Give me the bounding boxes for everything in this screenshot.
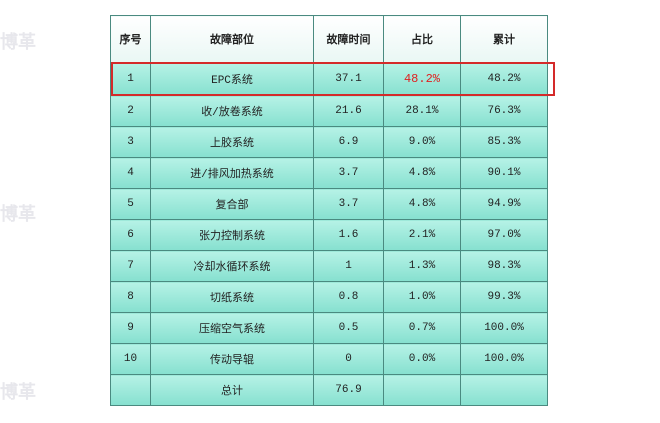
cell: 100.0%: [460, 343, 548, 375]
cell: 3: [110, 126, 151, 158]
row: 9 压缩空气系统 0.5 0.7% 100.0%: [110, 312, 548, 344]
cell: 9.0%: [383, 126, 461, 158]
cell: 0.5: [313, 312, 384, 344]
watermark: 博革: [0, 382, 36, 403]
cell: 3.7: [313, 157, 384, 189]
cell: 0.0%: [383, 343, 461, 375]
row: 8 切纸系统 0.8 1.0% 99.3%: [110, 281, 548, 313]
cell: 压缩空气系统: [150, 312, 314, 344]
cell: [110, 374, 151, 406]
cell: 张力控制系统: [150, 219, 314, 251]
cell: 4.8%: [383, 157, 461, 189]
header-cell: 累计: [460, 15, 548, 63]
cell: [460, 374, 548, 406]
header-cell: 占比: [383, 15, 461, 63]
header-cell: 序号: [110, 15, 151, 63]
highlight-box: [111, 62, 555, 96]
cell: 6.9: [313, 126, 384, 158]
cell: 9: [110, 312, 151, 344]
cell: 10: [110, 343, 151, 375]
cell: 28.1%: [383, 95, 461, 127]
watermark: 博革: [0, 204, 36, 225]
cell: 0: [313, 343, 384, 375]
cell: 37.1: [313, 62, 384, 96]
cell: 8: [110, 281, 151, 313]
row: 2 收/放卷系统 21.6 28.1% 76.3%: [110, 95, 548, 127]
total-label: 总计: [150, 374, 314, 406]
cell: 97.0%: [460, 219, 548, 251]
cell: 2: [110, 95, 151, 127]
header-row: 序号 故障部位 故障时间 占比 累计: [110, 15, 548, 63]
row: 3 上胶系统 6.9 9.0% 85.3%: [110, 126, 548, 158]
row: 10 传动导辊 0 0.0% 100.0%: [110, 343, 548, 375]
cell: 4: [110, 157, 151, 189]
cell: 21.6: [313, 95, 384, 127]
header-cell: 故障时间: [313, 15, 384, 63]
cell: 99.3%: [460, 281, 548, 313]
cell: [383, 374, 461, 406]
cell: 1.3%: [383, 250, 461, 282]
cell: 85.3%: [460, 126, 548, 158]
cell: 4.8%: [383, 188, 461, 220]
cell: 5: [110, 188, 151, 220]
row: 1 EPC系统 37.1 48.2% 48.2%: [110, 62, 548, 96]
cell: 0.7%: [383, 312, 461, 344]
cell: 6: [110, 219, 151, 251]
cell: 2.1%: [383, 219, 461, 251]
row: 5 复合部 3.7 4.8% 94.9%: [110, 188, 548, 220]
cell: 上胶系统: [150, 126, 314, 158]
row: 6 张力控制系统 1.6 2.1% 97.0%: [110, 219, 548, 251]
cell: 90.1%: [460, 157, 548, 189]
cell: 0.8: [313, 281, 384, 313]
cell: 98.3%: [460, 250, 548, 282]
cell: 7: [110, 250, 151, 282]
cell: 切纸系统: [150, 281, 314, 313]
cell: 1: [313, 250, 384, 282]
cell: 传动导辊: [150, 343, 314, 375]
total-row: 总计 76.9: [110, 374, 548, 406]
fault-table: 序号 故障部位 故障时间 占比 累计 1 EPC系统 37.1 48.2% 48.2% 2 收/放卷系…: [110, 15, 548, 406]
row: 4 进/排风加热系统 3.7 4.8% 90.1%: [110, 157, 548, 189]
cell: 复合部: [150, 188, 314, 220]
cell: 冷却水循环系统: [150, 250, 314, 282]
cell: 进/排风加热系统: [150, 157, 314, 189]
cell: 76.3%: [460, 95, 548, 127]
watermark: 博革: [0, 32, 36, 53]
cell: 100.0%: [460, 312, 548, 344]
row: 7 冷却水循环系统 1 1.3% 98.3%: [110, 250, 548, 282]
cell: 1.0%: [383, 281, 461, 313]
cell: 收/放卷系统: [150, 95, 314, 127]
total-time: 76.9: [313, 374, 384, 406]
header-cell: 故障部位: [150, 15, 314, 63]
cell: 1: [110, 62, 151, 96]
cell: 48.2%: [383, 62, 461, 96]
cell: 3.7: [313, 188, 384, 220]
cell: 94.9%: [460, 188, 548, 220]
cell: 1.6: [313, 219, 384, 251]
